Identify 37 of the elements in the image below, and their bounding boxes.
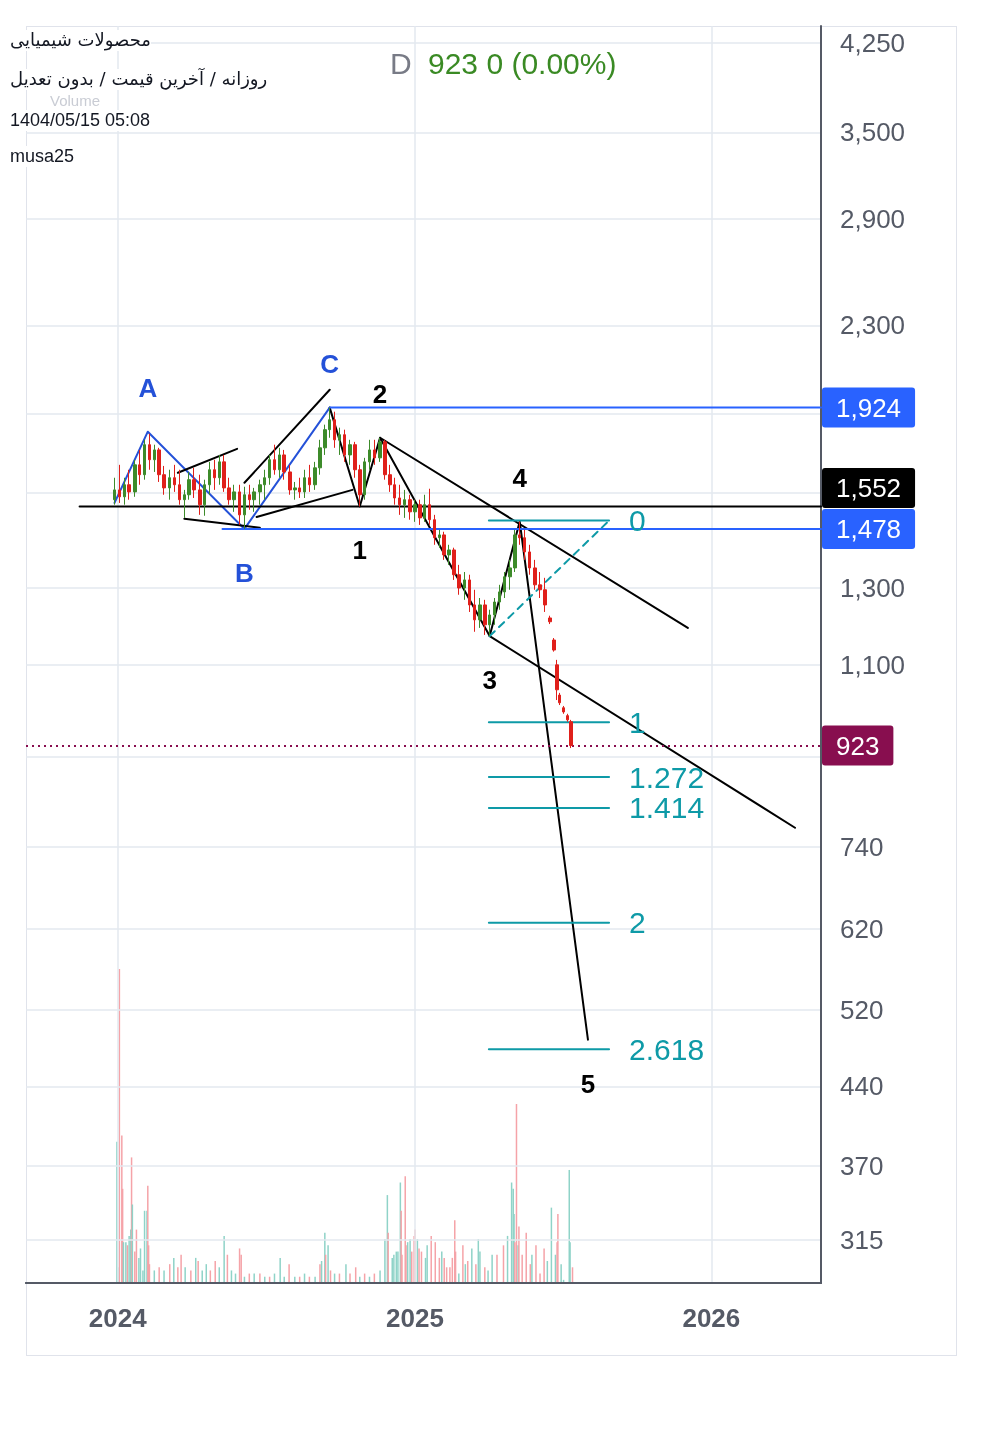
x-tick-label: 2024 — [88, 1303, 148, 1333]
y-tick-label: 2,300 — [840, 310, 906, 341]
ref-line-label: 923 — [836, 730, 880, 761]
data-label: 1,552 — [836, 472, 902, 503]
annotation: 1 — [352, 535, 367, 566]
annotation: 1.272 — [629, 760, 705, 794]
text: روزانه / آخرین قیمت / بدون تعدیل — [10, 68, 268, 90]
data-label: 1,924 — [836, 392, 902, 423]
annotation: A — [138, 372, 158, 403]
annotation: 2 — [372, 378, 388, 409]
y-tick-label: 1,300 — [840, 572, 906, 603]
y-tick-label: 520 — [840, 994, 884, 1025]
y-tick-label: 1,100 — [840, 649, 906, 680]
y-tick-label: 740 — [840, 832, 884, 863]
annotation: musa25 — [10, 146, 75, 167]
y-tick-label: 3,500 — [840, 117, 906, 148]
chart-title: محصولات شیمیایی — [10, 29, 151, 51]
annotation: 1404/05/15 05:08 — [10, 110, 151, 131]
data-label: 1,478 — [836, 513, 902, 544]
y-tick-label: 370 — [840, 1151, 884, 1182]
annotation: 4 — [512, 462, 528, 493]
annotation: 3 — [482, 665, 497, 696]
annotation: 1.414 — [629, 791, 705, 825]
annotation: 2 — [629, 906, 646, 940]
annotation: B — [235, 557, 254, 588]
y-tick-label: 4,250 — [840, 28, 906, 58]
y-tick-label: 2,900 — [840, 203, 906, 234]
y-tick-label: 440 — [840, 1071, 884, 1102]
y-tick-label: 620 — [840, 913, 884, 944]
annotation: 923 0 (0.00%) — [428, 47, 617, 82]
annotation: D — [390, 47, 412, 82]
x-tick-label: 2025 — [386, 1303, 444, 1333]
x-tick-label: 2026 — [682, 1303, 741, 1333]
y-tick-label: 315 — [840, 1225, 884, 1256]
annotation: C — [320, 348, 340, 379]
annotation: 5 — [580, 1068, 596, 1099]
annotation: 2.618 — [629, 1032, 705, 1066]
